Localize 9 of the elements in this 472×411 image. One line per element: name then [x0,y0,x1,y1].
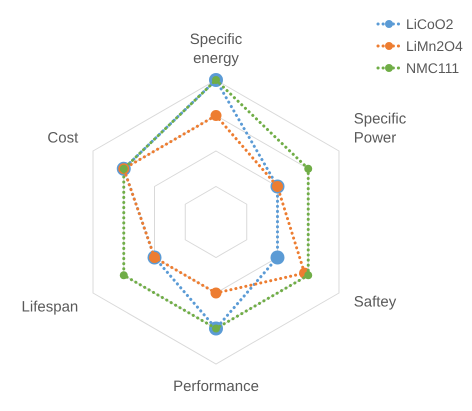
spoke-label: Performance [173,378,259,396]
legend-label: NMC111 [406,60,460,76]
legend-label: LiMn2O4 [406,38,464,54]
spoke-label: Specific Power [354,110,407,146]
spoke-label: Cost [47,129,80,146]
legend-label: LiCoO2 [406,16,454,32]
spoke-label: Specific energy [190,30,243,67]
spoke-label: Lifespan [22,298,78,316]
spoke-label: Saftey [354,294,397,311]
